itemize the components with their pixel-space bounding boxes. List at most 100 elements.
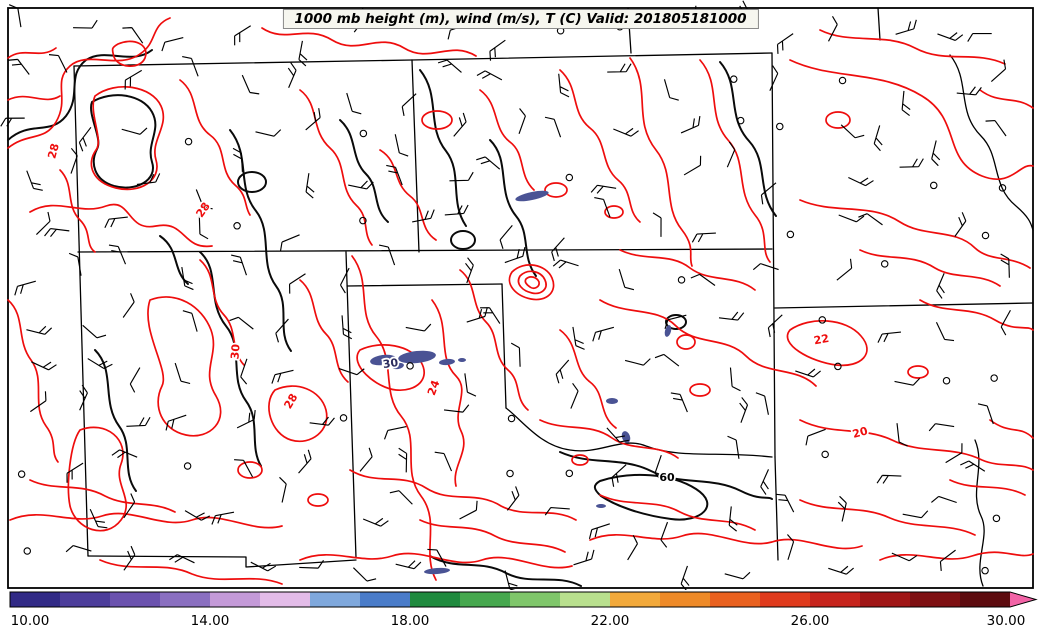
calm-wind-circle <box>183 462 192 470</box>
wind-barb <box>182 310 198 332</box>
contour-label-temperature-24: 24 <box>425 378 443 397</box>
temperature-contours-element <box>979 89 1034 109</box>
wind-barb <box>68 252 82 276</box>
wind-barb <box>464 373 477 397</box>
wind-barb <box>126 416 151 427</box>
wind-barb <box>954 212 967 237</box>
wind-barb <box>611 464 627 487</box>
wind-barb <box>977 403 994 425</box>
wind-barb <box>234 25 252 46</box>
temperature-contours-element <box>419 519 566 553</box>
wind-barb <box>858 213 883 226</box>
colorbar-segment <box>710 592 761 607</box>
colorbar-segment <box>660 592 711 607</box>
contour-label-temperature-28: 28 <box>45 142 62 160</box>
wind-barb <box>558 73 570 98</box>
wind-barb <box>891 552 918 562</box>
contour-label-temperature-22: 22 <box>813 332 830 347</box>
contour-label-temperature-28: 28 <box>193 200 212 220</box>
wind-barb <box>624 358 651 366</box>
wind-barb <box>449 171 474 182</box>
wind-barb <box>378 244 396 266</box>
temperature-contours-element <box>599 494 756 531</box>
colorbar-segment <box>610 592 661 607</box>
colorbar: 10.00 14.00 18.00 22.00 26.00 30.00 <box>9 591 1038 629</box>
wind-barb <box>169 554 195 564</box>
height-contours-element <box>489 139 537 277</box>
wind-barb <box>504 247 526 264</box>
wind-barb <box>255 129 282 137</box>
temperature-contours-element <box>421 110 453 130</box>
wind-barb <box>570 382 579 409</box>
precip-shading-element <box>370 354 396 366</box>
calm-wind-circle <box>184 137 193 146</box>
wind-barb <box>960 460 986 472</box>
wind-barb <box>182 56 199 77</box>
wind-barb <box>8 4 22 28</box>
wind-barb <box>663 79 679 101</box>
contour-label-temperature-20: 20 <box>851 424 869 441</box>
state-borders-element <box>73 65 89 557</box>
wind-barb <box>195 189 213 210</box>
temperature-contours-element <box>67 426 127 532</box>
temperature-contours-element <box>789 59 1034 180</box>
wind-barb <box>305 108 321 131</box>
temperature-contours-element <box>111 40 147 67</box>
temperature-contours-element <box>539 419 679 459</box>
wind-barb <box>236 410 256 429</box>
wind-barb <box>465 257 474 284</box>
wind-barb <box>840 124 865 139</box>
calm-wind-circle <box>359 216 367 225</box>
temperature-contours-element <box>799 199 1031 269</box>
temperature-contours-element <box>799 419 1034 471</box>
temperature-contours <box>7 17 1034 585</box>
wind-barb <box>275 318 289 343</box>
wind-barb <box>389 490 413 505</box>
colorbar-tick-label: 18.00 <box>391 613 430 629</box>
wind-barb <box>338 367 365 376</box>
wind-barb <box>544 116 562 138</box>
wind-barb <box>229 316 254 330</box>
wind-barb <box>434 451 453 472</box>
state-borders-element <box>411 52 773 61</box>
colorbar-tick-label: 30.00 <box>987 613 1026 629</box>
wind-barb <box>786 534 795 560</box>
contour-label-temperature-30: 30 <box>228 343 242 360</box>
wind-barb <box>240 358 248 385</box>
state-borders-element <box>771 52 776 458</box>
wind-barb <box>161 36 184 52</box>
wind-barb <box>901 90 911 117</box>
wind-barb <box>0 117 25 127</box>
wind-barb <box>480 307 501 324</box>
wind-barb <box>412 209 435 223</box>
wind-barb <box>459 500 478 520</box>
colorbar-segment <box>160 592 211 607</box>
wind-barb <box>14 280 36 296</box>
calm-wind-circle <box>942 376 951 385</box>
wind-barb <box>606 427 629 443</box>
temperature-contours-element <box>907 365 929 379</box>
wind-barb <box>752 263 779 271</box>
wind-barb <box>383 425 407 440</box>
wind-barb <box>894 377 921 386</box>
wind-barb <box>828 565 854 575</box>
wind-barb <box>65 544 92 553</box>
temperature-contours-element <box>351 255 437 581</box>
map-plot-area: 28 28 30 30 24 28 22 20 60 1000 mb height (m), w… <box>0 0 1034 590</box>
wind-barb <box>26 325 53 335</box>
wind-barb <box>760 469 770 495</box>
temperature-contours-element <box>508 264 555 301</box>
height-contours-element <box>559 451 773 500</box>
colorbar-over-arrow <box>1010 592 1036 607</box>
precip-shading-element <box>606 398 618 404</box>
wind-barb <box>594 196 611 218</box>
wind-barb <box>359 447 373 472</box>
wind-barb <box>111 449 138 459</box>
colorbar-segment <box>10 592 61 607</box>
temperature-contours-element <box>356 344 425 391</box>
calm-wind-circle <box>818 316 827 324</box>
wind-barb <box>8 58 30 75</box>
wind-barb <box>838 214 865 223</box>
temperature-contours-element <box>379 149 437 241</box>
temperature-contours-element <box>7 17 171 149</box>
